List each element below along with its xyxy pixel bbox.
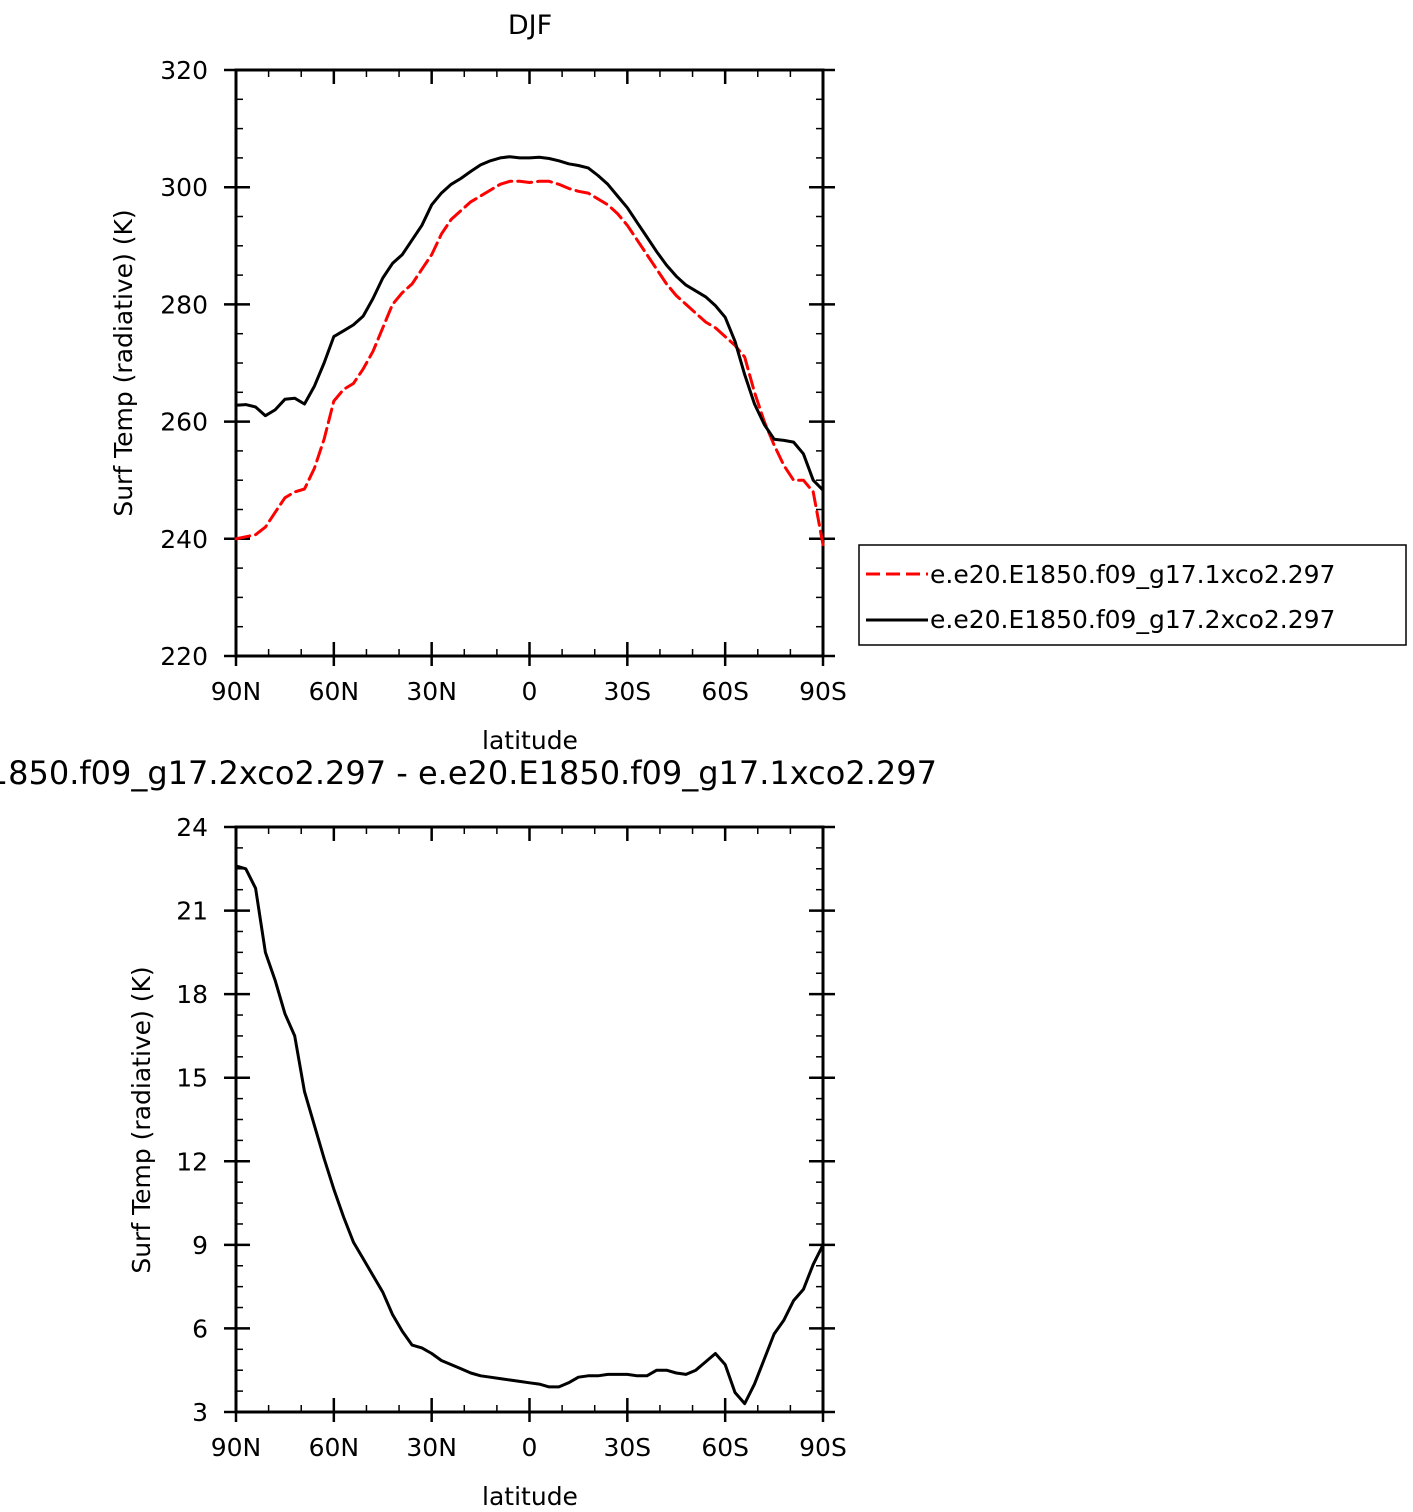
top-x-axis-label: latitude <box>482 726 578 755</box>
top-y-tick-label: 320 <box>160 56 208 85</box>
top-panel: DJF 90N 60N 30N 0 30S 60S 90S 220 240 260 280 300 32… <box>109 10 847 755</box>
legend-label-1xco2: e.e20.E1850.f09_g17.1xco2.297 <box>930 560 1335 589</box>
bottom-y-tick-label: 6 <box>192 1314 208 1343</box>
bottom-plot-frame <box>234 825 825 1414</box>
bottom-x-tick-label: 90S <box>799 1433 847 1462</box>
top-chart-title: DJF <box>508 10 552 41</box>
top-x-tick-label: 60S <box>701 677 749 706</box>
top-x-tick-label: 30N <box>406 677 457 706</box>
top-y-axis-label: Surf Temp (radiative) (K) <box>109 209 138 516</box>
bottom-series-line-0 <box>234 864 825 1406</box>
top-y-tick-label: 260 <box>160 408 208 437</box>
bottom-y-tick-label: 12 <box>176 1147 208 1176</box>
top-y-tick-label: 280 <box>160 290 208 319</box>
top-x-tick-label: 0 <box>522 677 538 706</box>
bottom-y-tick-label: 24 <box>176 813 208 842</box>
bottom-x-tick-label: 60S <box>701 1433 749 1462</box>
top-y-tick-label: 240 <box>160 525 208 554</box>
top-y-tick-label: 220 <box>160 642 208 671</box>
bottom-series-group <box>234 864 825 1406</box>
top-series-line-1 <box>234 155 825 492</box>
bottom-x-tick-label: 60N <box>309 1433 360 1462</box>
bottom-y-tick-label: 9 <box>192 1231 208 1260</box>
bottom-y-tick-label: 3 <box>192 1398 208 1427</box>
bottom-chart-title: e.e20.E1850.f09_g17.2xco2.297 - e.e20.E1… <box>0 754 937 792</box>
top-axes: 90N 60N 30N 0 30S 60S 90S 220 240 260 280 300 320 <box>160 56 847 706</box>
bottom-x-tick-label: 0 <box>522 1433 538 1462</box>
top-x-tick-label: 60N <box>309 677 360 706</box>
bottom-x-axis-label: latitude <box>482 1482 578 1511</box>
bottom-axes: 90N 60N 30N 0 30S 60S 90S 3 6 9 12 15 18 21 24 <box>176 813 847 1462</box>
bottom-x-tick-label: 30S <box>603 1433 651 1462</box>
top-x-tick-label: 90N <box>211 677 262 706</box>
legend-label-2xco2: e.e20.E1850.f09_g17.2xco2.297 <box>930 605 1335 634</box>
top-x-tick-label: 90S <box>799 677 847 706</box>
bottom-x-tick-label: 30N <box>406 1433 457 1462</box>
bottom-y-axis-label: Surf Temp (radiative) (K) <box>127 966 156 1273</box>
bottom-x-tick-label: 90N <box>211 1433 262 1462</box>
bottom-panel: e.e20.E1850.f09_g17.2xco2.297 - e.e20.E1… <box>0 754 937 1511</box>
top-series-line-0 <box>234 179 825 547</box>
bottom-y-tick-label: 18 <box>176 980 208 1009</box>
top-series-group <box>234 155 825 547</box>
legend: e.e20.E1850.f09_g17.1xco2.297 e.e20.E185… <box>858 544 1407 646</box>
legend-box <box>858 544 1407 646</box>
bottom-y-tick-label: 15 <box>176 1064 208 1093</box>
top-y-tick-label: 300 <box>160 173 208 202</box>
top-x-tick-label: 30S <box>603 677 651 706</box>
bottom-y-tick-label: 21 <box>176 897 208 926</box>
